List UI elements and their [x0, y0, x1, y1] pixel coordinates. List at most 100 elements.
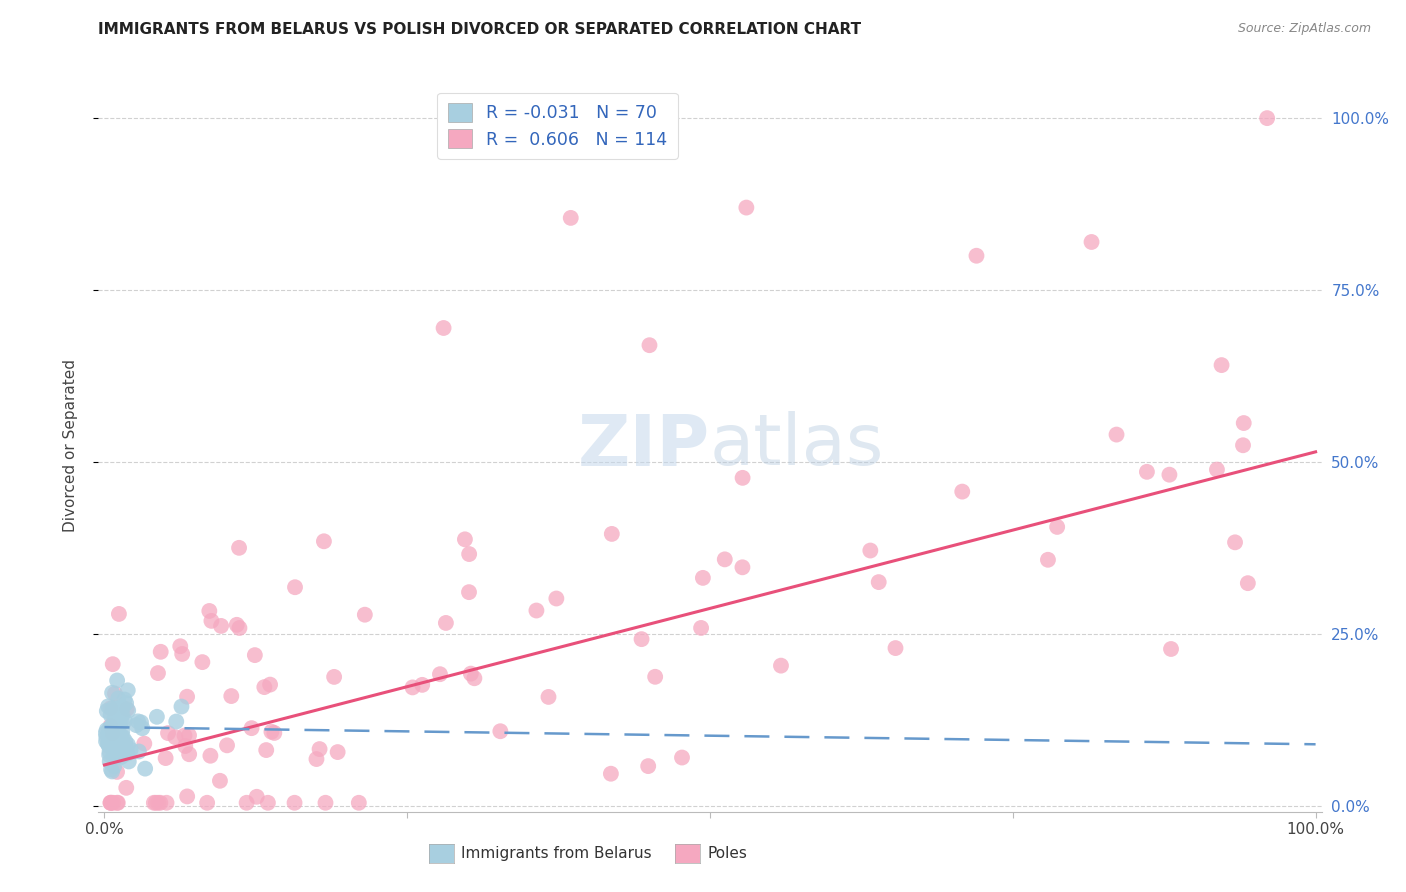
- Point: [432, 321, 454, 335]
- Point: [690, 621, 713, 635]
- Point: [100, 720, 122, 734]
- Point: [868, 575, 890, 590]
- Point: [1256, 111, 1278, 125]
- Point: [526, 603, 548, 617]
- Point: [142, 796, 165, 810]
- Point: [101, 657, 124, 672]
- Point: [1046, 520, 1069, 534]
- Point: [731, 560, 754, 574]
- Point: [117, 683, 139, 698]
- Point: [117, 747, 139, 761]
- Point: [149, 796, 172, 810]
- Point: [458, 547, 481, 561]
- Point: [104, 687, 127, 701]
- Point: [644, 670, 666, 684]
- Point: [131, 721, 153, 735]
- Point: [104, 744, 127, 758]
- Point: [638, 338, 661, 352]
- Point: [600, 527, 623, 541]
- Point: [155, 796, 177, 810]
- Point: [100, 796, 122, 810]
- Point: [308, 742, 330, 756]
- Point: [257, 796, 280, 810]
- Point: [145, 796, 167, 810]
- Point: [100, 720, 122, 734]
- Point: [260, 724, 283, 739]
- Point: [179, 747, 201, 762]
- Point: [100, 719, 122, 733]
- Point: [884, 641, 907, 656]
- Text: Poles: Poles: [707, 847, 747, 861]
- Point: [401, 681, 423, 695]
- Point: [111, 714, 134, 728]
- Point: [110, 750, 132, 764]
- Point: [1232, 438, 1254, 452]
- Point: [98, 723, 121, 737]
- Point: [347, 796, 370, 810]
- Point: [172, 647, 194, 661]
- Point: [100, 763, 122, 777]
- Point: [125, 718, 148, 732]
- Point: [950, 484, 973, 499]
- Legend: R = -0.031   N = 70, R =  0.606   N = 114: R = -0.031 N = 70, R = 0.606 N = 114: [437, 93, 678, 159]
- Point: [128, 744, 150, 758]
- Point: [312, 534, 335, 549]
- Point: [228, 621, 250, 635]
- Point: [305, 752, 328, 766]
- Point: [195, 796, 218, 810]
- Point: [146, 710, 169, 724]
- Point: [105, 764, 128, 779]
- Point: [966, 249, 988, 263]
- Point: [103, 745, 125, 759]
- Point: [114, 714, 136, 728]
- Point: [235, 796, 257, 810]
- Point: [98, 755, 121, 769]
- Point: [173, 729, 195, 743]
- Point: [1136, 465, 1159, 479]
- Point: [105, 749, 128, 764]
- Point: [118, 755, 141, 769]
- Point: [101, 796, 124, 810]
- Point: [326, 745, 349, 759]
- Point: [713, 552, 735, 566]
- Point: [458, 585, 481, 599]
- Point: [117, 738, 139, 752]
- Point: [97, 699, 120, 714]
- Point: [149, 645, 172, 659]
- Point: [107, 738, 129, 752]
- Point: [560, 211, 582, 225]
- Point: [115, 702, 138, 716]
- Point: [463, 671, 485, 685]
- Point: [100, 796, 122, 810]
- Point: [859, 543, 882, 558]
- Point: [215, 739, 238, 753]
- Point: [111, 724, 134, 739]
- Point: [1080, 235, 1102, 249]
- Point: [169, 639, 191, 653]
- Point: [155, 751, 177, 765]
- Point: [105, 796, 128, 810]
- Point: [107, 709, 129, 723]
- Point: [200, 748, 222, 763]
- Point: [107, 708, 129, 723]
- Point: [101, 686, 124, 700]
- Point: [97, 737, 120, 751]
- Point: [110, 729, 132, 743]
- Point: [735, 201, 758, 215]
- Point: [111, 707, 134, 722]
- Point: [1159, 467, 1181, 482]
- Point: [96, 723, 118, 737]
- Point: [107, 796, 129, 810]
- Point: [103, 720, 125, 734]
- Point: [114, 739, 136, 754]
- Point: [599, 766, 621, 780]
- Point: [97, 738, 120, 752]
- Point: [115, 696, 138, 710]
- Point: [1223, 535, 1246, 549]
- Point: [117, 704, 139, 718]
- Point: [107, 730, 129, 744]
- Point: [96, 730, 118, 744]
- Point: [353, 607, 375, 622]
- Point: [177, 728, 200, 742]
- Point: [1211, 358, 1233, 372]
